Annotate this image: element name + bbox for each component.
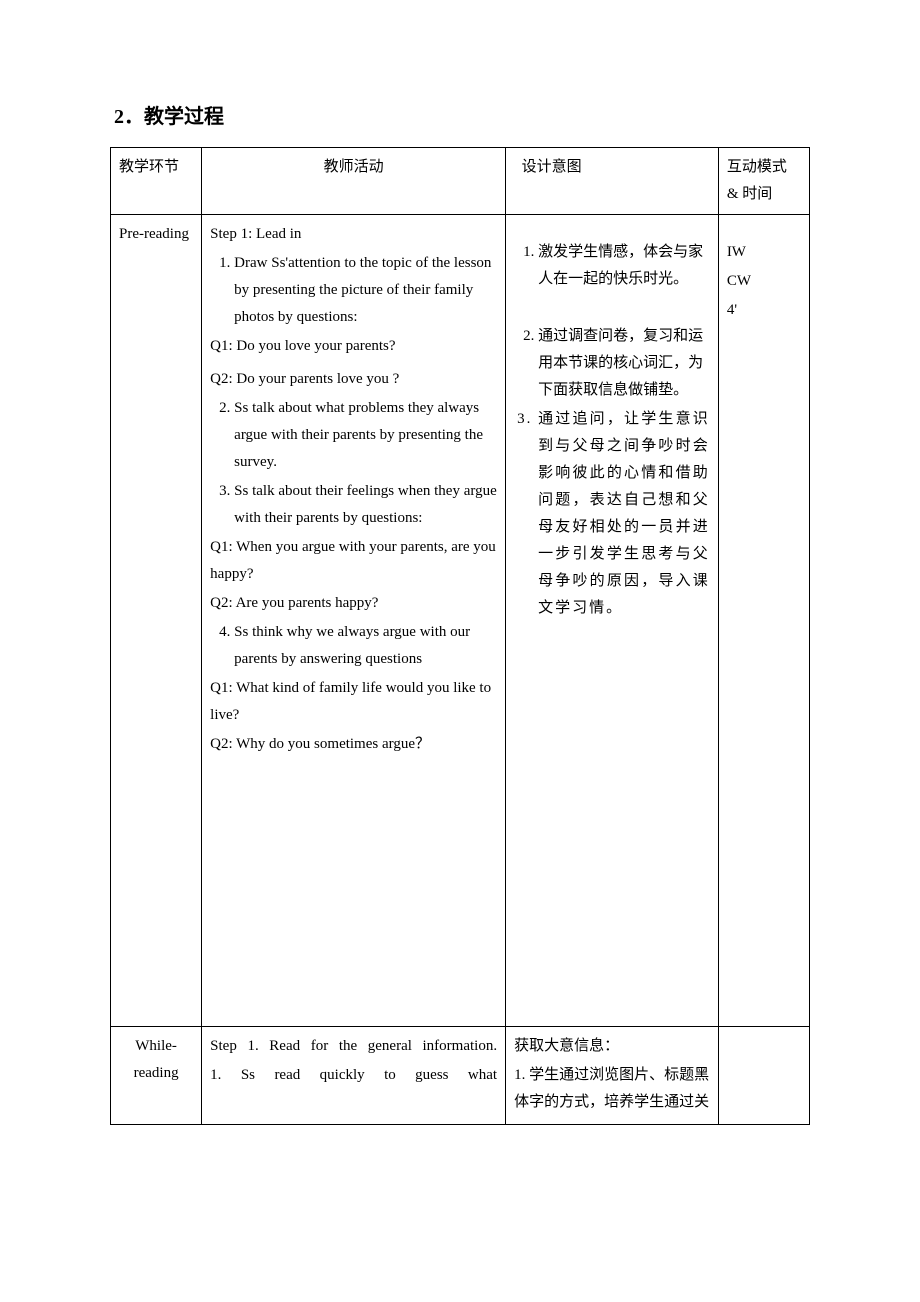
spacer [514,295,710,323]
list-item: 激发学生情感，体会与家人在一起的快乐时光。 [538,239,710,293]
mode-line: IW [727,239,801,266]
teacher-list: Ss talk about what problems they always … [210,395,497,532]
table-row: Pre-reading Step 1: Lead in Draw Ss'atte… [111,215,810,1027]
question-line: Q1: When you argue with your parents, ar… [210,534,497,588]
step-title: Step 1. Read for the general information… [210,1033,497,1060]
teacher-activity-cell: Step 1. Read for the general information… [202,1027,506,1125]
mode-line: 4' [727,297,801,324]
document-page: 2．教学过程 教学环节 教师活动 设计意图 互动模式 & 时间 Pre-read… [0,0,920,1302]
list-item: 通过调查问卷，复习和运用本节课的核心词汇，为下面获取信息做铺垫。 [538,323,710,404]
lesson-plan-table: 教学环节 教师活动 设计意图 互动模式 & 时间 Pre-reading Ste… [110,147,810,1125]
intent-cell: 获取大意信息： 1. 学生通过浏览图片、标题黑体字的方式，培养学生通过关 [506,1027,719,1125]
table-header-row: 教学环节 教师活动 设计意图 互动模式 & 时间 [111,148,810,215]
list-item: 1. Ss read quickly to guess what [210,1062,497,1089]
intent-line: 1. 学生通过浏览图片、标题黑体字的方式，培养学生通过关 [514,1062,710,1116]
list-item: Ss talk about their feelings when they a… [234,478,497,532]
intent-subtitle: 获取大意信息： [514,1033,710,1060]
spacer [727,221,801,239]
table-row: While-reading Step 1. Read for the gener… [111,1027,810,1125]
header-intent: 设计意图 [506,148,719,215]
teacher-list: Ss think why we always argue with our pa… [210,619,497,673]
question-line: Q2: Are you parents happy? [210,590,497,617]
stage-cell-pre-reading: Pre-reading [111,215,202,1027]
question-line: Q1: What kind of family life would you l… [210,675,497,729]
question-line: Q2: Why do you sometimes argue？ [210,731,497,758]
mode-cell [718,1027,809,1125]
list-item: Ss talk about what problems they always … [234,395,497,476]
list-item: Ss think why we always argue with our pa… [234,619,497,673]
stage-cell-while-reading: While-reading [111,1027,202,1125]
step-title: Step 1: Lead in [210,221,497,248]
question-line: Q2: Do your parents love you ? [210,366,497,393]
header-teacher: 教师活动 [202,148,506,215]
header-mode: 互动模式 & 时间 [718,148,809,215]
list-item: Draw Ss'attention to the topic of the le… [234,250,497,331]
intent-cell: 激发学生情感，体会与家人在一起的快乐时光。 通过调查问卷，复习和运用本节课的核心… [506,215,719,1027]
intent-list: 激发学生情感，体会与家人在一起的快乐时光。 [514,239,710,293]
section-heading: 2．教学过程 [110,100,810,129]
mode-line: CW [727,268,801,295]
spacer [210,760,497,1020]
mode-cell: IW CW 4' [718,215,809,1027]
teacher-activity-cell: Step 1: Lead in Draw Ss'attention to the… [202,215,506,1027]
list-item: 通过追问，让学生意识到与父母之间争吵时会影响彼此的心情和借助问题，表达自己想和父… [538,406,710,622]
teacher-list: Draw Ss'attention to the topic of the le… [210,250,497,331]
intent-list: 通过调查问卷，复习和运用本节课的核心词汇，为下面获取信息做铺垫。 通过追问，让学… [514,323,710,622]
spacer [514,221,710,239]
question-line: Q1: Do you love your parents? [210,333,497,360]
header-stage: 教学环节 [111,148,202,215]
